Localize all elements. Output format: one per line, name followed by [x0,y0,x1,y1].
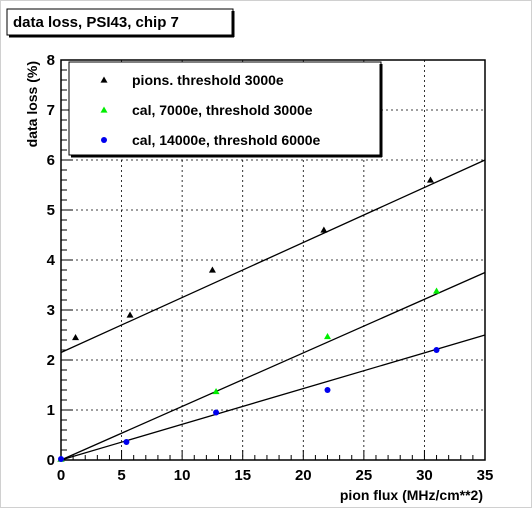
data-point-1 [208,266,216,273]
x-tick-label: 20 [295,467,312,484]
legend-label-3: cal, 14000e, threshold 6000e [132,132,321,148]
y-tick-label: 0 [47,452,55,469]
y-tick-label: 7 [47,102,55,119]
x-tick-label: 15 [234,467,251,484]
y-axis-label: data loss (%) [24,61,40,147]
fit-lines [60,159,486,461]
y-tick-label: 2 [47,352,55,369]
y-tick-label: 4 [47,252,56,269]
data-point-2 [433,287,441,294]
y-tick-label: 8 [47,52,55,69]
data-point-2 [212,388,220,395]
y-tick-label: 1 [47,402,55,419]
data-point-3 [433,347,440,353]
data-point-2 [324,333,332,340]
data-markers [57,176,441,462]
title-box-frame [6,8,234,36]
data-point-1 [426,176,434,183]
data-point-1 [126,311,134,318]
x-tick-label: 5 [117,467,125,484]
chart-title: data loss, PSI43, chip 7 [13,14,179,31]
legend: pions. threshold 3000e cal, 7000e, thresh… [68,61,383,158]
x-tick-label: 25 [356,467,373,484]
title-box: data loss, PSI43, chip 7 [6,8,235,38]
data-point-3 [58,456,64,462]
fit-line-2 [60,271,486,461]
legend-marker-2 [100,106,108,113]
data-point-3 [123,439,130,445]
x-tick-label: 35 [477,467,494,484]
tick-labels: 0 5 10 15 20 25 30 35 0 1 2 3 4 5 6 7 8 [47,52,494,484]
fit-line-1 [60,159,486,354]
y-tick-label: 3 [47,302,55,319]
legend-frame [68,61,382,156]
axis-ticks [60,59,486,461]
legend-label-2: cal, 7000e, threshold 3000e [132,102,313,118]
legend-entries: pions. threshold 3000e cal, 7000e, thresh… [100,72,321,148]
data-point-3 [213,409,220,416]
x-tick-label: 10 [174,467,191,484]
y-tick-label: 6 [47,152,55,169]
data-point-1 [320,226,328,233]
data-point-1 [72,334,80,341]
legend-marker-3 [101,137,107,143]
legend-marker-1 [100,76,108,83]
x-tick-label: 30 [416,467,433,484]
x-axis-label: pion flux (MHz/cm**2) [340,487,483,503]
legend-label-1: pions. threshold 3000e [132,72,284,88]
fit-line-3 [60,334,486,461]
data-point-3 [324,387,331,393]
x-tick-label: 0 [57,467,65,484]
y-tick-label: 5 [47,202,55,219]
